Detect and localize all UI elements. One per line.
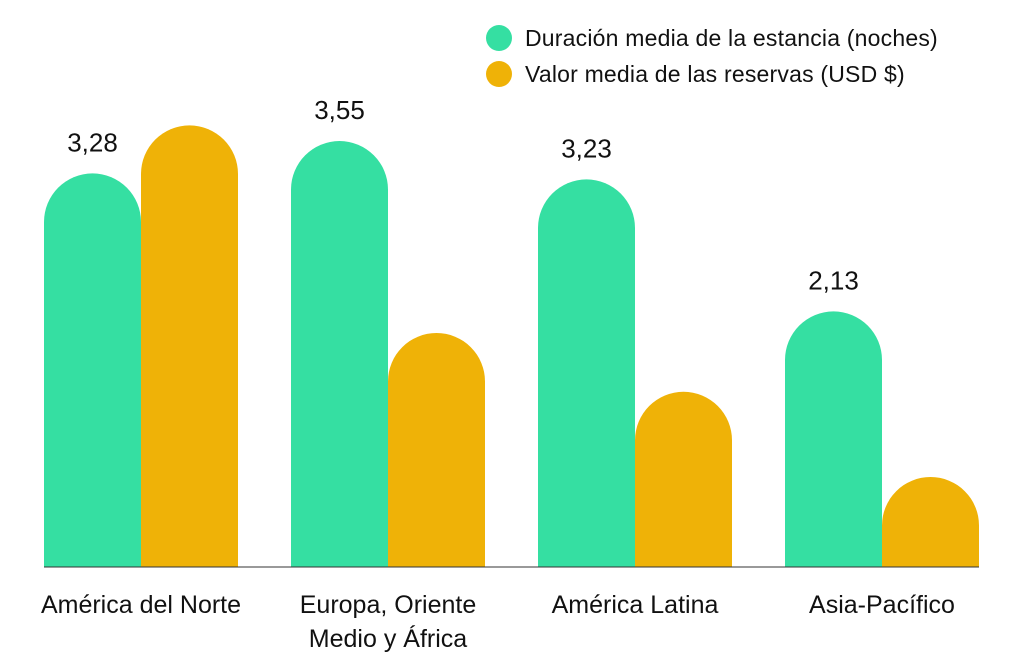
value-label-asia-pacific: 2,13 [808, 265, 859, 295]
category-label-latin-america: América Latina [551, 591, 719, 619]
category-label-asia-pacific: Asia-Pacífico [809, 591, 955, 619]
legend-item-stay-duration: Duración media de la estancia (noches) [486, 20, 938, 56]
bar-stay-duration-north-america [44, 173, 141, 568]
bar-stay-duration-asia-pacific [785, 311, 882, 567]
category-label-north-america: América del Norte [40, 591, 242, 619]
bar-stay-duration-emea [291, 141, 388, 567]
value-label-north-america: 3,28 [67, 127, 118, 157]
category-label-emea: Europa, Oriente Medio y África [299, 591, 477, 653]
bar-booking-value-asia-pacific [882, 477, 979, 567]
legend-label-booking-value: Valor media de las reservas (USD $) [525, 60, 905, 87]
bar-booking-value-north-america [141, 125, 238, 567]
value-label-emea: 3,55 [314, 95, 365, 125]
legend-item-booking-value: Valor media de las reservas (USD $) [486, 56, 938, 92]
value-label-latin-america: 3,23 [561, 133, 612, 163]
legend-swatch-yellow [486, 61, 512, 87]
bar-stay-duration-latin-america [538, 179, 635, 567]
legend: Duración media de la estancia (noches) V… [486, 20, 938, 92]
bar-booking-value-emea [388, 333, 485, 567]
bar-booking-value-latin-america [635, 391, 732, 567]
legend-swatch-green [486, 25, 512, 51]
legend-label-stay-duration: Duración media de la estancia (noches) [525, 24, 938, 51]
